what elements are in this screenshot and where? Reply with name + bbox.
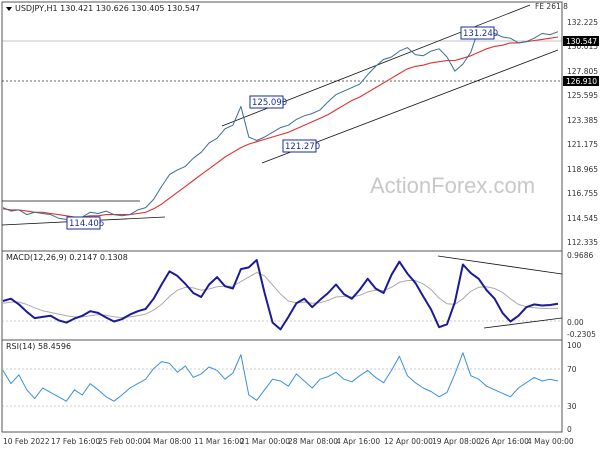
- time-x-axis: 10 Feb 2022 17 Feb 16:00 25 Feb 00:00 4 …: [3, 437, 574, 446]
- x-tick: 4 Mar 08:00: [146, 437, 192, 446]
- macd-y-axis: 0.9686 0.00 -0.2305: [567, 251, 596, 339]
- y-tick: 130.015: [567, 42, 598, 51]
- y-tick: -0.2305: [567, 330, 596, 339]
- symbol-ohlc-label: USDJPY,H1 130.421 130.626 130.405 130.54…: [15, 4, 200, 13]
- y-tick: 0: [567, 425, 572, 434]
- fe-level-label: FE 261.8: [535, 2, 568, 11]
- y-tick: 30: [567, 402, 577, 411]
- watermark: ActionForex.com: [370, 173, 535, 198]
- annotation-text: 121.270: [285, 142, 320, 152]
- macd-support-line[interactable]: [483, 317, 563, 329]
- rsi-y-axis: 100 70 30 0: [567, 341, 582, 434]
- rsi-line: [2, 352, 559, 402]
- macd-line: [2, 259, 559, 331]
- x-tick: 11 Mar 16:00: [194, 437, 244, 446]
- price-line: [2, 28, 559, 220]
- y-tick: 121.175: [567, 140, 598, 149]
- x-tick: 4 May 00:00: [527, 437, 574, 446]
- annotation-text: 125.090: [252, 98, 287, 108]
- y-tick: 70: [567, 365, 577, 374]
- annotation-121-270: 121.270: [282, 139, 320, 153]
- level-price-text: 126.910: [566, 77, 597, 86]
- macd-series-group: [2, 259, 559, 331]
- x-tick: 21 Mar 00:00: [240, 437, 290, 446]
- x-tick: 17 Feb 16:00: [51, 437, 100, 446]
- y-tick: 125.595: [567, 91, 598, 100]
- price-y-axis: 132.225 130.015 127.805 125.595 123.385 …: [567, 18, 598, 247]
- current-price-tag: 130.547: [563, 36, 599, 46]
- macd-label: MACD(12,26,9) 0.2147 0.1308: [6, 253, 128, 262]
- y-tick: 0.9686: [567, 251, 593, 260]
- current-price-text: 130.547: [566, 37, 597, 46]
- annotation-box: [282, 139, 317, 153]
- y-tick: 0.00: [567, 318, 584, 327]
- symbol-dropdown-icon[interactable]: [6, 7, 12, 11]
- y-tick: 100: [567, 341, 582, 350]
- annotation-114-406: 114.406: [66, 216, 104, 230]
- rsi-label: RSI(14) 58.4596: [6, 342, 71, 351]
- level-price-tag: 126.910: [563, 76, 599, 86]
- y-tick: 132.225: [567, 18, 598, 27]
- rsi-series-group: [2, 352, 559, 402]
- x-tick: 12 Apr 00:00: [384, 437, 433, 446]
- annotation-box: [249, 95, 284, 109]
- annotation-131-240: 131.240: [460, 26, 498, 40]
- annotation-text: 131.240: [463, 29, 498, 39]
- y-tick: 118.965: [567, 165, 598, 174]
- x-tick: 19 Apr 08:00: [432, 437, 481, 446]
- price-series-group: [2, 28, 559, 220]
- x-tick: 28 Mar 08:00: [288, 437, 338, 446]
- x-tick: 26 Apr 16:00: [480, 437, 529, 446]
- signal-line: [2, 272, 558, 318]
- ma-line: [2, 36, 559, 218]
- x-tick: 25 Feb 00:00: [98, 437, 147, 446]
- y-tick: 116.755: [567, 189, 598, 198]
- annotation-box: [460, 26, 495, 40]
- x-tick: 4 Apr 16:00: [336, 437, 380, 446]
- y-tick: 112.335: [567, 238, 598, 247]
- y-tick: 114.545: [567, 214, 598, 223]
- y-tick: 123.385: [567, 116, 598, 125]
- rsi-panel: [1, 339, 563, 433]
- x-tick: 10 Feb 2022: [3, 437, 50, 446]
- annotation-box: [66, 216, 101, 230]
- annotation-text: 114.406: [69, 219, 104, 229]
- macd-resistance-line[interactable]: [437, 255, 563, 275]
- annotation-125-090: 125.090: [249, 95, 287, 109]
- y-tick: 127.805: [567, 67, 598, 76]
